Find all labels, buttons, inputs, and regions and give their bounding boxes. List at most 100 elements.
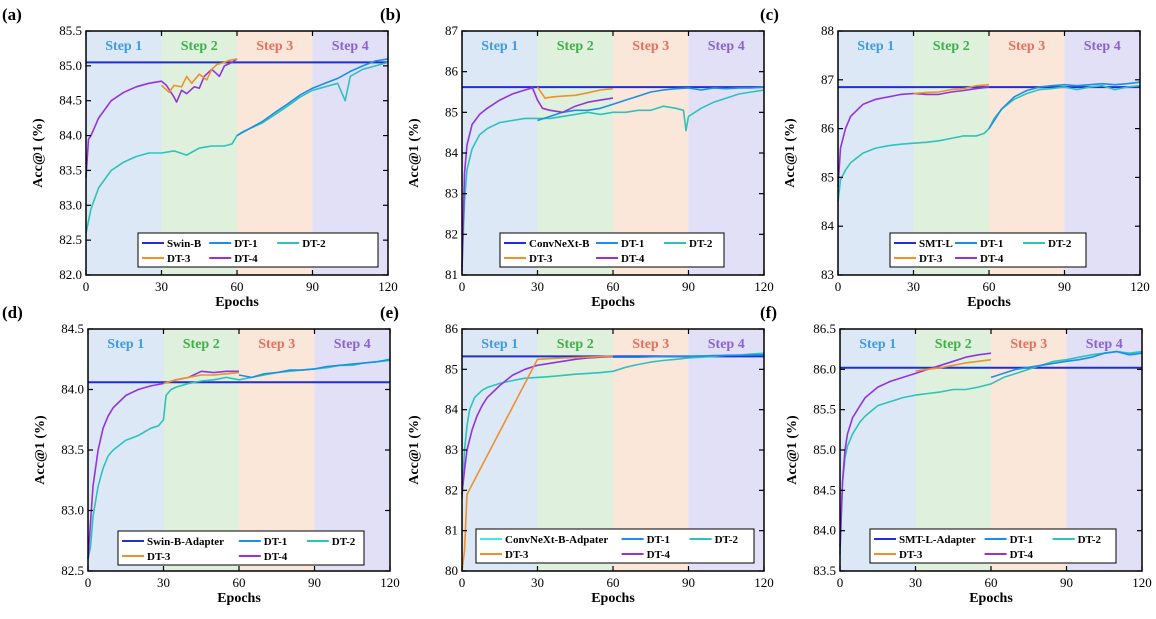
x-tick-label: 30 xyxy=(157,575,170,590)
step-label: Step 2 xyxy=(183,337,220,352)
legend-label-dt2: DT-2 xyxy=(1048,238,1072,250)
y-tick-label: 82.0 xyxy=(59,267,82,282)
x-tick-label: 90 xyxy=(308,575,321,590)
chart-panel-e: Step 1 Step 2 Step 3 Step 4 0 30 60 90 120 80 81 82… xyxy=(380,303,774,606)
step-label: Step 3 xyxy=(256,39,293,54)
legend: ConvNeXt-B DT-1 DT-2 DT-3 DT-4 xyxy=(499,232,725,268)
x-tick-label: 60 xyxy=(985,575,998,590)
x-tick-label: 90 xyxy=(306,279,319,294)
y-tick-label: 84.0 xyxy=(813,523,836,538)
panel-label: (c) xyxy=(760,5,779,24)
series-line-dt1 xyxy=(988,81,1141,130)
legend-label-dt3: DT-3 xyxy=(529,253,553,265)
legend: Swin-B-Adapter DT-1 DT-2 DT-3 DT-4 xyxy=(117,530,365,566)
y-tick-label: 84.0 xyxy=(61,382,84,397)
legend-label-dt2: DT-2 xyxy=(332,536,356,548)
y-axis-label: Acc@1 (%) xyxy=(33,415,48,485)
y-tick-label: 85.5 xyxy=(813,402,836,417)
x-tick-label: 60 xyxy=(983,279,996,294)
x-tick-label: 30 xyxy=(531,279,544,294)
x-tick-label: 120 xyxy=(380,575,400,590)
step-label: Step 2 xyxy=(181,39,218,54)
y-tick-label: 84 xyxy=(445,402,459,417)
y-tick-label: 84.5 xyxy=(59,93,82,108)
y-tick-label: 86 xyxy=(445,321,459,336)
y-tick-label: 86 xyxy=(445,64,459,79)
x-tick-label: 0 xyxy=(835,279,842,294)
legend-label-dt1: DT-1 xyxy=(1010,534,1033,546)
chart-panel-c: Step 1 Step 2 Step 3 Step 4 0 30 60 90 120 83 84 85… xyxy=(760,5,1150,310)
series-line-dt1 xyxy=(990,350,1143,379)
x-tick-label: 120 xyxy=(1130,279,1150,294)
legend-box xyxy=(137,232,379,268)
x-tick-label: 60 xyxy=(231,279,244,294)
legend: SMT-L-Adapter DT-1 DT-2 DT-3 DT-4 xyxy=(869,528,1117,564)
legend-label-baseline: SMT-L-Adapter xyxy=(899,534,976,546)
y-tick-label: 85 xyxy=(821,169,834,184)
y-tick-label: 87 xyxy=(445,23,459,38)
y-tick-label: 84.0 xyxy=(59,128,82,143)
step-label: Step 2 xyxy=(557,337,594,352)
step-label: Step 1 xyxy=(107,337,144,352)
legend-label-dt4: DT-4 xyxy=(264,551,288,563)
step-label: Step 1 xyxy=(857,39,894,54)
legend-label-dt2: DT-2 xyxy=(715,534,739,546)
legend-label-baseline: SMT-L xyxy=(919,238,953,250)
step-label: Step 4 xyxy=(708,337,745,352)
x-tick-label: 0 xyxy=(459,279,466,294)
legend-label-baseline: Swin-B-Adapter xyxy=(147,536,224,548)
legend-label-dt1: DT-1 xyxy=(234,238,257,250)
x-tick-label: 90 xyxy=(682,279,695,294)
step-label: Step 3 xyxy=(258,337,295,352)
step-label: Step 2 xyxy=(557,39,594,54)
x-tick-label: 90 xyxy=(682,575,695,590)
series-line-dt3 xyxy=(913,83,990,95)
y-tick-label: 85 xyxy=(445,104,458,119)
y-tick-label: 82.5 xyxy=(59,232,82,247)
x-tick-label: 0 xyxy=(459,575,466,590)
y-tick-label: 84 xyxy=(445,145,459,160)
y-tick-label: 83 xyxy=(445,186,458,201)
legend-label-dt2: DT-2 xyxy=(1078,534,1102,546)
legend-box xyxy=(499,232,725,268)
y-tick-label: 82 xyxy=(445,482,458,497)
panel-label: (b) xyxy=(380,5,401,24)
x-tick-label: 0 xyxy=(837,575,844,590)
legend: Swin-B DT-1 DT-2 DT-3 DT-4 xyxy=(137,232,379,268)
x-tick-label: 30 xyxy=(155,279,168,294)
y-tick-label: 84.5 xyxy=(813,482,836,497)
x-axis-label: Epochs xyxy=(969,591,1013,606)
step-label: Step 1 xyxy=(105,39,142,54)
y-tick-label: 86.0 xyxy=(813,361,836,376)
series-line-dt2 xyxy=(837,84,1141,202)
y-tick-label: 84 xyxy=(821,218,835,233)
y-tick-label: 88 xyxy=(821,23,834,38)
legend-label-dt1: DT-1 xyxy=(264,536,287,548)
x-tick-label: 60 xyxy=(607,575,620,590)
step-label: Step 2 xyxy=(935,337,972,352)
legend-label-dt1: DT-1 xyxy=(647,534,670,546)
series-line-dt4 xyxy=(461,355,614,495)
legend-label-dt4: DT-4 xyxy=(1010,549,1034,561)
legend-label-dt1: DT-1 xyxy=(980,238,1003,250)
y-tick-label: 81 xyxy=(445,523,458,538)
y-tick-label: 84.5 xyxy=(61,321,84,336)
legend-label-dt4: DT-4 xyxy=(980,253,1004,265)
legend-label-dt3: DT-3 xyxy=(505,549,529,561)
series-line-dt2 xyxy=(461,89,765,267)
y-tick-label: 87 xyxy=(821,72,835,87)
y-tick-label: 83.0 xyxy=(59,197,82,212)
chart-panel-f: Step 1 Step 2 Step 3 Step 4 0 30 60 90 120 83.5 84… xyxy=(760,303,1152,606)
panel-label: (a) xyxy=(2,5,22,24)
x-tick-label: 60 xyxy=(233,575,246,590)
x-tick-label: 0 xyxy=(83,279,90,294)
y-tick-label: 80 xyxy=(445,563,458,578)
series-line-dt4 xyxy=(461,87,614,271)
y-tick-label: 86.5 xyxy=(813,321,836,336)
y-tick-label: 83 xyxy=(445,442,458,457)
series-line-dt2 xyxy=(87,359,391,560)
step-label: Step 4 xyxy=(708,39,745,54)
legend-label-dt1: DT-1 xyxy=(621,238,644,250)
y-axis-label: Acc@1 (%) xyxy=(407,118,422,188)
x-tick-label: 120 xyxy=(754,279,774,294)
